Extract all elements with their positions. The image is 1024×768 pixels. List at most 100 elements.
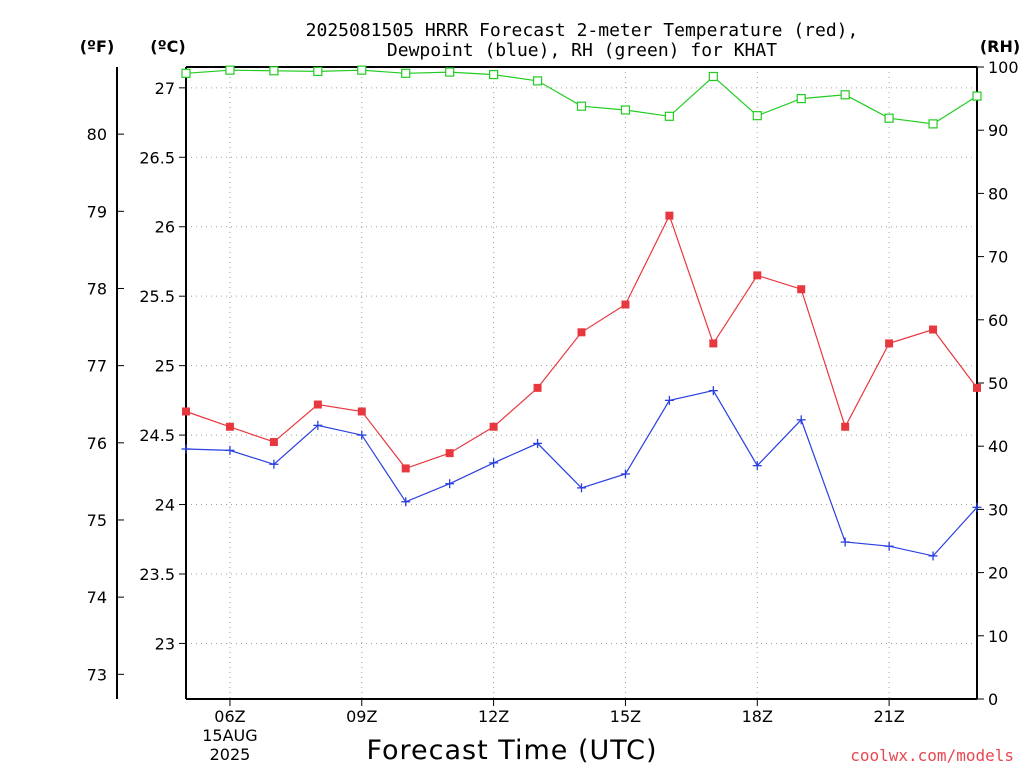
fahrenheit-tick-label: 76 [87, 434, 107, 453]
rh-point [884, 113, 894, 123]
temperature-point [665, 211, 674, 220]
dewpoint-point [225, 445, 235, 455]
dewpoint-point [796, 415, 806, 425]
chart-title-line1: 2025081505 HRRR Forecast 2-meter Tempera… [306, 20, 859, 41]
dewpoint-point [664, 395, 674, 405]
dewpoint-point [620, 469, 630, 479]
fahrenheit-tick-label: 77 [87, 357, 107, 376]
rh-point [664, 111, 674, 121]
rh-point [445, 67, 455, 77]
fahrenheit-tick-label: 74 [87, 588, 107, 607]
rh-point [972, 91, 982, 101]
celsius-tick-label: 24.5 [139, 426, 175, 445]
rh-unit-label: (RH) [980, 37, 1020, 56]
fahrenheit-tick-label: 75 [87, 511, 107, 530]
dewpoint-point [752, 461, 762, 471]
dewpoint-point [840, 537, 850, 547]
temperature-point [577, 328, 586, 337]
rh-point [928, 119, 938, 129]
x-tick-label: 12Z [478, 707, 509, 726]
temperature-point [401, 464, 410, 473]
temperature-point [313, 400, 322, 409]
temperature-series [182, 211, 981, 473]
x-tick-year-label: 2025 [210, 745, 251, 764]
axes [116, 66, 984, 706]
rh-tick-label: 80 [988, 184, 1008, 203]
temperature-point [885, 339, 894, 348]
x-tick-date-label: 15AUG [202, 726, 257, 745]
rh-point [752, 111, 762, 121]
temperature-point [753, 271, 762, 280]
x-tick-label: 15Z [610, 707, 641, 726]
temperature-line [185, 214, 978, 470]
rh-point [708, 71, 718, 82]
fahrenheit-tick-label: 80 [87, 125, 107, 144]
fahrenheit-unit-label: (ºF) [80, 37, 115, 56]
dewpoint-point [884, 541, 894, 551]
dewpoint-point [357, 430, 367, 440]
dewpoint-point [181, 444, 191, 454]
fahrenheit-tick-label: 78 [87, 279, 107, 298]
data-series [181, 65, 982, 561]
rh-point [620, 105, 631, 115]
rh-point [576, 101, 587, 111]
temperature-point [489, 422, 498, 431]
rh-point [401, 68, 411, 78]
rh-point [313, 66, 323, 77]
rh-tick-label: 60 [988, 311, 1008, 330]
rh-series [181, 65, 982, 129]
fahrenheit-tick-label: 79 [87, 202, 107, 221]
rh-point [840, 90, 850, 100]
rh-point [796, 93, 806, 104]
x-axis-label: Forecast Time (UTC) [366, 735, 657, 766]
rh-tick-label: 30 [988, 500, 1008, 519]
dewpoint-point [401, 497, 411, 507]
dewpoint-point [489, 458, 499, 468]
celsius-tick-label: 23.5 [139, 565, 175, 584]
temperature-point [621, 300, 630, 309]
rh-tick-label: 40 [988, 437, 1008, 456]
temperature-point [269, 438, 278, 447]
dewpoint-point [928, 551, 938, 561]
rh-point [225, 65, 235, 75]
fahrenheit-tick-label: 73 [87, 665, 107, 684]
dewpoint-point [972, 502, 982, 512]
celsius-tick-label: 26 [155, 218, 175, 237]
celsius-tick-label: 23 [155, 634, 175, 653]
dewpoint-series [181, 386, 982, 561]
temperature-point [841, 422, 850, 431]
grid-lines [186, 67, 977, 699]
rh-point [489, 69, 499, 80]
rh-tick-label: 10 [988, 627, 1008, 646]
celsius-tick-label: 24 [155, 496, 175, 515]
rh-tick-label: 70 [988, 248, 1008, 267]
rh-point [181, 68, 191, 78]
temperature-point [533, 383, 542, 392]
celsius-tick-label: 25.5 [139, 287, 175, 306]
dewpoint-point [313, 420, 323, 430]
chart-title-line2: Dewpoint (blue), RH (green) for KHAT [387, 40, 777, 61]
celsius-unit-label: (ºC) [150, 37, 185, 56]
dewpoint-point [577, 483, 586, 493]
x-tick-label: 18Z [742, 707, 773, 726]
rh-point [357, 65, 367, 75]
temperature-point [709, 339, 718, 348]
rh-point [269, 66, 279, 76]
rh-tick-label: 90 [988, 121, 1008, 140]
temperature-point [929, 325, 938, 334]
temperature-point [445, 449, 454, 458]
rh-tick-label: 20 [988, 564, 1008, 583]
dewpoint-point [533, 438, 543, 448]
rh-line [185, 69, 978, 125]
rh-tick-label: 0 [988, 690, 998, 709]
temperature-point [182, 407, 190, 416]
x-tick-label: 21Z [873, 707, 904, 726]
credit-label: coolwx.com/models [850, 746, 1014, 765]
rh-tick-label: 100 [988, 58, 1019, 77]
temperature-point [973, 383, 981, 392]
tick-labels: 23 23.5 24 24.5 25 25.5 26 26.5 27 73 74 75 76 77 78 79… [87, 58, 1019, 764]
temperature-point [357, 407, 366, 416]
x-tick-label: 06Z [214, 707, 245, 726]
dewpoint-point [445, 479, 455, 489]
